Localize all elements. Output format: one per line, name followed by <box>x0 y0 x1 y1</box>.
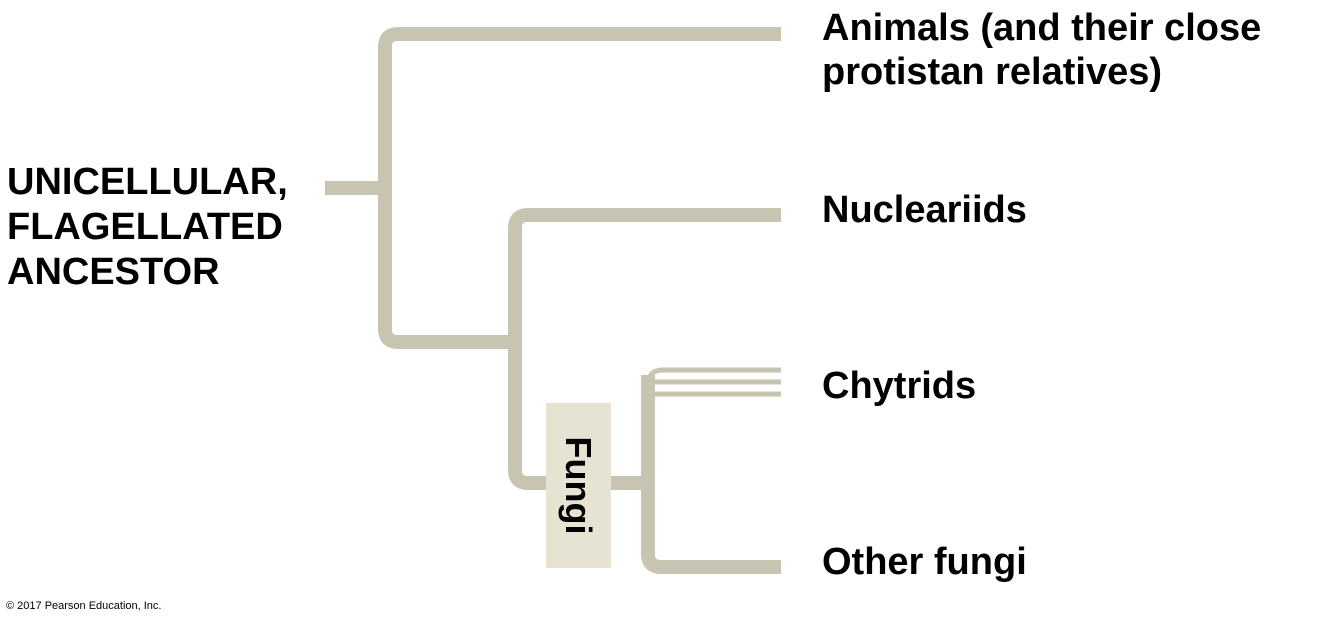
taxon-animals: Animals (and their close protistan relat… <box>822 6 1261 94</box>
branch-nucleariids <box>508 208 781 229</box>
ancestor-label-line: ANCESTOR <box>7 251 220 293</box>
branch-chytrids-1 <box>645 367 781 386</box>
ancestor-label-line: FLAGELLATED <box>7 206 283 248</box>
fungi-clade-label: Fungi <box>558 436 600 535</box>
branch-other-fungi <box>641 375 781 574</box>
copyright-notice: © 2017 Pearson Education, Inc. <box>6 600 162 612</box>
ancestor-label: UNICELLULAR, FLAGELLATED ANCESTOR <box>7 160 288 295</box>
holomycota-node-vertical <box>508 228 648 490</box>
ancestor-label-line: UNICELLULAR, <box>7 161 288 203</box>
taxon-nucleariids: Nucleariids <box>822 189 1027 231</box>
fungi-clade-box <box>546 403 611 568</box>
branch-animals <box>378 27 781 48</box>
taxon-other-fungi: Other fungi <box>822 541 1027 583</box>
taxon-animals-line: Animals (and their close <box>822 7 1262 49</box>
taxon-chytrids: Chytrids <box>822 365 977 407</box>
taxon-animals-line: protistan relatives) <box>822 51 1162 93</box>
root-node-vertical <box>378 47 515 349</box>
